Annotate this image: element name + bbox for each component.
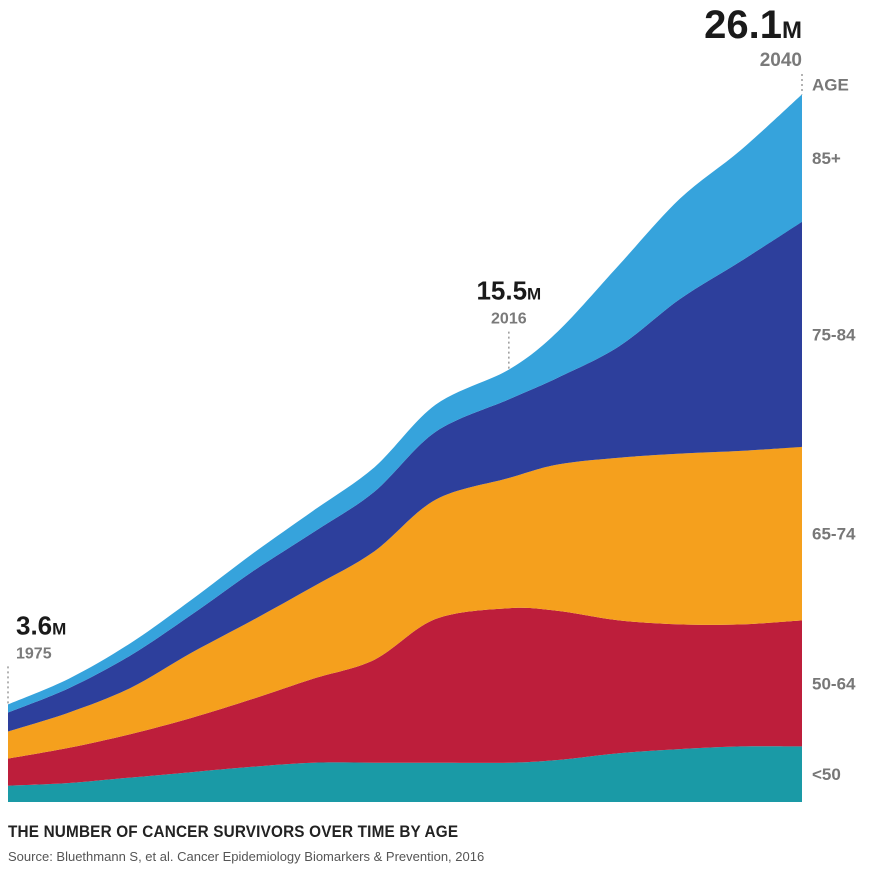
stacked-area-chart: 3.6M 1975 15.5M 2016 26.1M 2040 AGE <50 50-64 6… [7, 3, 856, 802]
legend-label-4: 85+ [812, 149, 841, 168]
annotation-total: 3.6M [16, 610, 66, 640]
annotation-total: 15.5M [476, 276, 541, 306]
legend-label-0: <50 [812, 765, 841, 784]
annotation-year: 2040 [760, 50, 802, 71]
area-layers [8, 94, 802, 802]
annotation-total: 26.1M [704, 3, 802, 47]
annotation-year: 1975 [16, 645, 52, 662]
annotation-year: 2016 [491, 311, 527, 328]
area-series-0 [8, 746, 802, 802]
chart-title: THE NUMBER OF CANCER SURVIVORS OVER TIME… [8, 822, 459, 841]
area-series-2 [8, 446, 802, 759]
area-series-1 [8, 607, 802, 786]
legend-label-1: 50-64 [812, 674, 856, 693]
total-annotations: 3.6M 1975 15.5M 2016 26.1M 2040 [7, 3, 803, 705]
area-series-3 [8, 221, 802, 732]
age-legend: <50 50-64 65-74 75-84 85+ [812, 149, 856, 784]
legend-label-2: 65-74 [812, 525, 856, 544]
chart-source: Source: Bluethmann S, et al. Cancer Epid… [8, 849, 485, 864]
legend-label-3: 75-84 [812, 325, 856, 344]
legend-title: AGE [812, 75, 849, 94]
